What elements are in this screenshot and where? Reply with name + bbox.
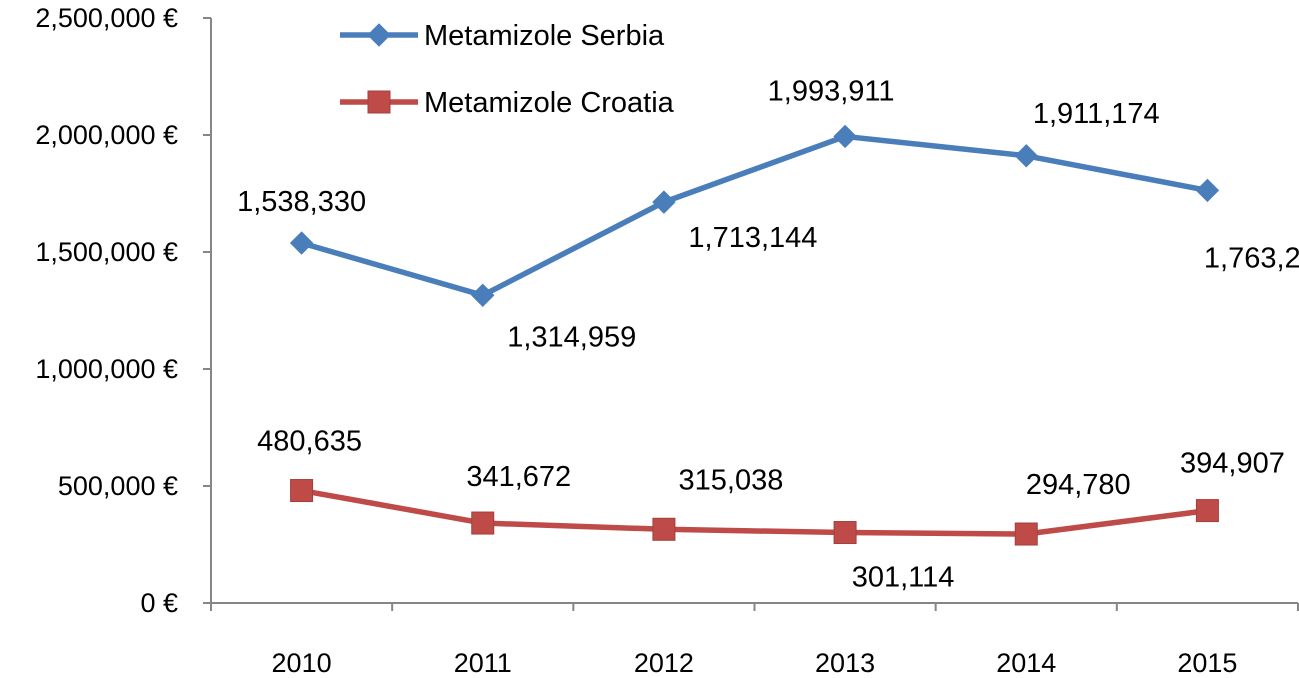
plot-area (289, 124, 1220, 546)
series-0-point (1195, 178, 1220, 203)
data-label: 1,538,330 (237, 186, 366, 218)
legend-label: Metamizole Serbia (424, 20, 665, 52)
data-label: 1,911,174 (1033, 98, 1160, 130)
x-tick-label: 2014 (996, 648, 1056, 678)
data-label: 1,713,144 (688, 222, 817, 254)
data-label: 1,314,959 (507, 321, 636, 353)
x-tick-label: 2013 (815, 648, 875, 678)
y-axis: 0 € 500,000 € 1,000,000 € 1,500,000 € 2,000,… (35, 3, 211, 618)
data-label: 341,672 (466, 461, 571, 493)
y-tick-label: 500,000 € (58, 471, 178, 501)
series-1-point (1195, 499, 1219, 523)
x-tick-label: 2010 (272, 648, 332, 678)
legend: Metamizole Serbia Metamizole Croatia (340, 20, 675, 119)
series-1-point (471, 511, 495, 535)
series-1-point (290, 479, 314, 503)
series-0-point (471, 283, 495, 308)
data-label: 1,993,911 (768, 75, 895, 107)
series-1-point (1014, 522, 1038, 546)
data-label: 315,038 (679, 464, 784, 496)
data-label: 301,114 (852, 562, 955, 594)
y-tick-label: 1,000,000 € (35, 354, 178, 384)
series-0-point (289, 231, 314, 255)
series-line-1 (301, 487, 1208, 537)
series-1-point (833, 521, 857, 545)
legend-marker (367, 23, 391, 47)
data-labels: 1,538,330 1,314,959 1,713,144 1,993,911 1,91… (237, 75, 1299, 593)
y-tick-label: 0 € (140, 588, 178, 618)
series-line-0 (300, 133, 1208, 299)
legend-label: Metamizole Croatia (424, 87, 675, 119)
y-tick-label: 2,000,000 € (35, 120, 178, 150)
x-axis: 2010 2011 2012 2013 2014 2015 (210, 603, 1299, 678)
y-tick-label: 2,500,000 € (35, 3, 178, 33)
data-label: 394,907 (1180, 448, 1285, 480)
series-0-point (652, 190, 676, 214)
legend-marker (367, 90, 391, 114)
x-tick-label: 2012 (634, 648, 694, 678)
data-label: 1,763,241 (1204, 242, 1299, 274)
x-tick-label: 2015 (1177, 648, 1237, 678)
series-0-point (1014, 144, 1038, 168)
series-0-point (833, 124, 857, 149)
data-label: 480,635 (257, 426, 362, 458)
x-tick-label: 2011 (454, 648, 512, 678)
y-tick-label: 1,500,000 € (35, 237, 178, 267)
series-1-point (652, 517, 676, 541)
data-label: 294,780 (1026, 469, 1131, 501)
